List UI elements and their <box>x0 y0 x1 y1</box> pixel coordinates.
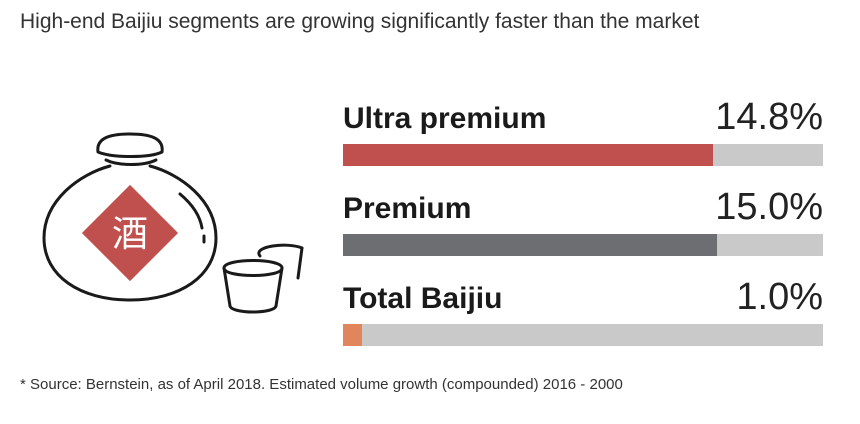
metric-total-baijiu: Total Baijiu 1.0% <box>343 276 823 366</box>
baijiu-bottle-graphic: 酒 <box>42 132 304 314</box>
bar-track <box>343 324 823 346</box>
value-label: 14.8% <box>715 96 823 138</box>
bar-track <box>343 234 823 256</box>
bar-total-baijiu <box>343 324 363 346</box>
metric-premium: Premium 15.0% <box>343 186 823 276</box>
source-footnote: * Source: Bernstein, as of April 2018. E… <box>20 376 623 393</box>
bar-premium <box>343 234 718 256</box>
emblem-character: 酒 <box>112 214 148 255</box>
bar-track <box>343 144 823 166</box>
category-label: Total Baijiu <box>343 282 503 315</box>
category-label: Ultra premium <box>343 102 547 135</box>
baijiu-bottle-icon: 酒 <box>20 120 310 325</box>
metric-ultra-premium: Ultra premium 14.8% <box>343 96 823 186</box>
chart-title: High-end Baijiu segments are growing sig… <box>20 10 700 33</box>
value-label: 15.0% <box>715 186 823 228</box>
value-label: 1.0% <box>736 276 823 318</box>
bar-ultra-premium <box>343 144 713 166</box>
category-label: Premium <box>343 192 472 225</box>
metrics-panel: Ultra premium 14.8% Premium 15.0% Total … <box>343 96 823 366</box>
